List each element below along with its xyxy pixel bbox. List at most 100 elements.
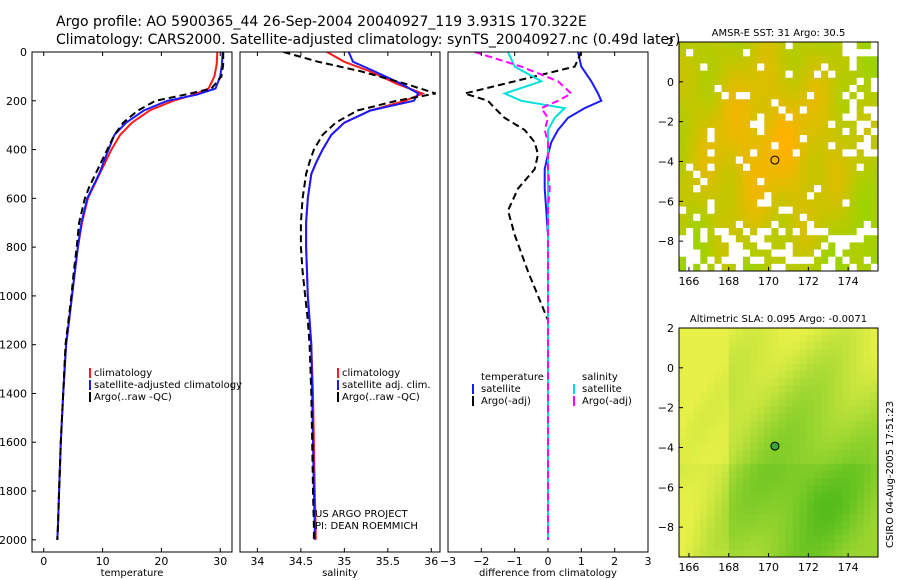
map-cell <box>792 442 801 451</box>
map-cell <box>679 492 687 501</box>
map-cell <box>799 199 808 207</box>
map-cell <box>764 499 772 508</box>
map-cell <box>728 349 737 358</box>
map-cell <box>821 535 829 544</box>
x-tick-label-2: 20 <box>154 555 168 568</box>
map-cell <box>856 235 865 243</box>
map-x-tick-label-4: 174 <box>838 561 859 574</box>
x-tick-label-1: 34.5 <box>289 555 314 568</box>
map-cell <box>764 542 772 551</box>
map-cell <box>693 84 701 93</box>
map-cell <box>849 127 858 136</box>
map-cell <box>778 349 787 358</box>
map-cell <box>785 499 794 508</box>
map-cell <box>849 349 858 358</box>
map-cell <box>821 235 829 243</box>
map-cell <box>828 56 836 64</box>
map-cell <box>856 399 865 408</box>
map-cell <box>842 163 850 172</box>
map-cell <box>742 356 751 365</box>
map-cell <box>707 177 715 186</box>
map-cell <box>757 370 765 379</box>
map-cell <box>721 42 730 50</box>
map-cell <box>721 220 730 229</box>
map-cell <box>735 249 744 258</box>
map-cell <box>735 442 744 451</box>
map-cell <box>757 49 765 57</box>
map-cell <box>686 478 694 486</box>
map-cell <box>771 228 779 236</box>
map-cell <box>806 506 815 515</box>
series-line-0 <box>543 52 603 540</box>
map-cell <box>849 149 858 157</box>
map-cell <box>728 42 737 50</box>
map-cell <box>750 149 758 157</box>
map-cell <box>757 127 765 136</box>
map-cell <box>814 56 822 64</box>
map-cell <box>714 385 723 393</box>
map-cell <box>764 213 772 222</box>
map-cell <box>870 514 879 522</box>
map-cell <box>686 428 694 436</box>
map-cell <box>842 463 850 472</box>
map-cell <box>828 428 836 436</box>
map-cell <box>721 99 730 107</box>
map-cell <box>856 49 865 57</box>
map-cell <box>714 177 723 186</box>
map-cell <box>735 399 744 408</box>
map-cell <box>870 499 879 508</box>
map-cell <box>714 428 723 436</box>
x-axis-label: difference from climatology <box>479 568 617 579</box>
map-cell <box>835 120 843 129</box>
map-y-tick-label-1: 0 <box>667 76 674 89</box>
map-cell <box>821 42 829 50</box>
map-cell <box>870 442 879 451</box>
map-cell <box>742 42 751 50</box>
map-cell <box>806 370 815 379</box>
map-cell <box>707 399 715 408</box>
map-cell <box>771 170 779 179</box>
map-cell <box>679 199 687 207</box>
map-cell <box>764 528 772 536</box>
map-cell <box>700 435 708 443</box>
map-cell <box>778 449 787 458</box>
map-cell <box>679 120 687 129</box>
map-cell <box>714 170 723 179</box>
map-cell <box>870 449 879 458</box>
legend-label-1: satellite adj. clim. <box>342 380 431 391</box>
map-cell <box>714 263 723 272</box>
map-cell <box>792 335 801 343</box>
map-cell <box>686 506 694 515</box>
map-cell <box>771 514 779 522</box>
map-cell <box>849 385 858 393</box>
map-cell <box>870 163 879 172</box>
map-cell <box>728 549 737 558</box>
map-cell <box>714 499 723 508</box>
map-cell <box>842 449 850 458</box>
map-cell <box>828 77 836 86</box>
map-cell <box>764 506 772 515</box>
map-cell <box>863 356 872 365</box>
map-cell <box>870 456 879 465</box>
map-cell <box>771 413 779 422</box>
map-cell <box>742 421 751 429</box>
y-tick-label-6: 1200 <box>0 339 27 352</box>
map-cell <box>821 199 829 207</box>
map-cell <box>842 356 850 365</box>
map-cell <box>821 385 829 393</box>
map-cell <box>764 177 772 186</box>
map-cell <box>757 549 765 558</box>
map-cell <box>771 356 779 365</box>
map-cell <box>679 127 687 136</box>
map-cell <box>863 220 872 229</box>
salinity-profile-panel: 34 34.5 35 35.5 36salinityclimatologysatelli… <box>239 51 441 579</box>
map-cell <box>700 42 708 50</box>
map-cell <box>828 177 836 186</box>
map-cell <box>849 56 858 64</box>
map-cell <box>806 192 815 200</box>
map-cell <box>757 206 765 215</box>
map-cell <box>679 392 687 400</box>
map-cell <box>792 242 801 250</box>
map-cell <box>714 528 723 536</box>
map-cell <box>856 514 865 522</box>
